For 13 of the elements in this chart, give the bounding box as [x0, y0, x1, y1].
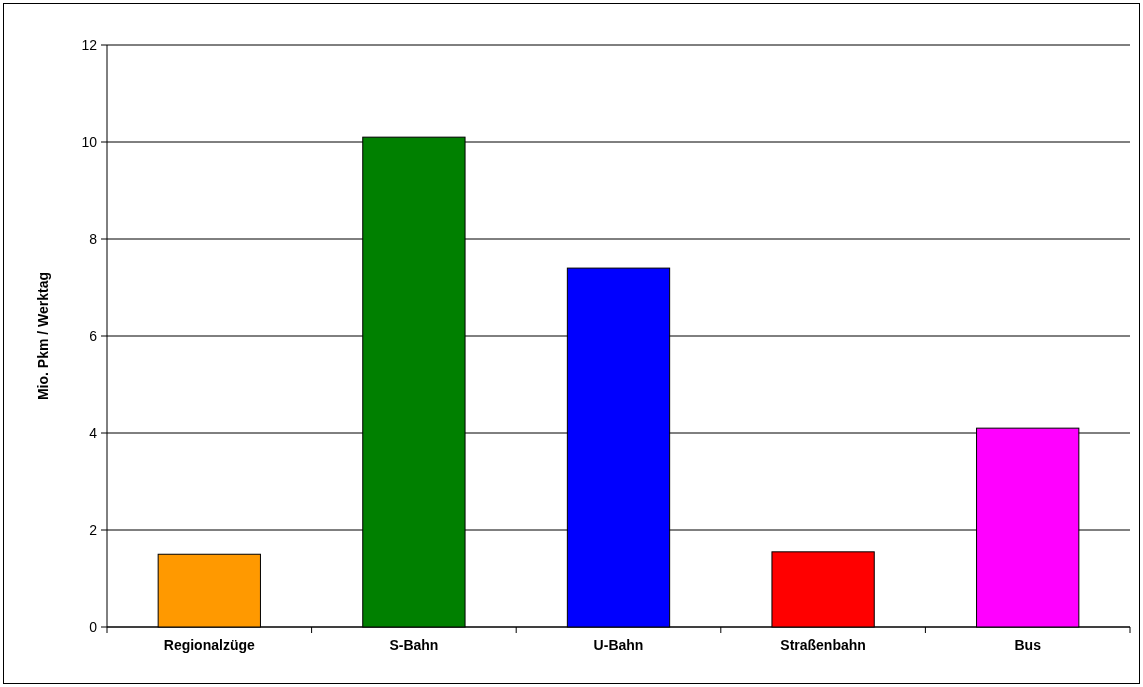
x-tick-label: Regionalzüge: [163, 637, 256, 653]
y-tick-label: 8: [89, 230, 98, 247]
y-tick-label: 0: [89, 618, 98, 635]
y-tick-label: 4: [89, 424, 98, 441]
x-tick-label: Straßenbahn: [780, 637, 866, 653]
x-tick-label: U-Bahn: [593, 637, 644, 653]
x-tick-label: Bus: [1014, 637, 1042, 653]
y-tick-label: 12: [81, 36, 98, 53]
y-tick-label: 6: [89, 327, 98, 344]
y-tick-label: 2: [89, 521, 98, 538]
y-axis-title: Mio. Pkm / Werktag: [35, 271, 51, 401]
x-tick-label: S-Bahn: [389, 637, 439, 653]
y-tick-label: 10: [81, 133, 98, 150]
